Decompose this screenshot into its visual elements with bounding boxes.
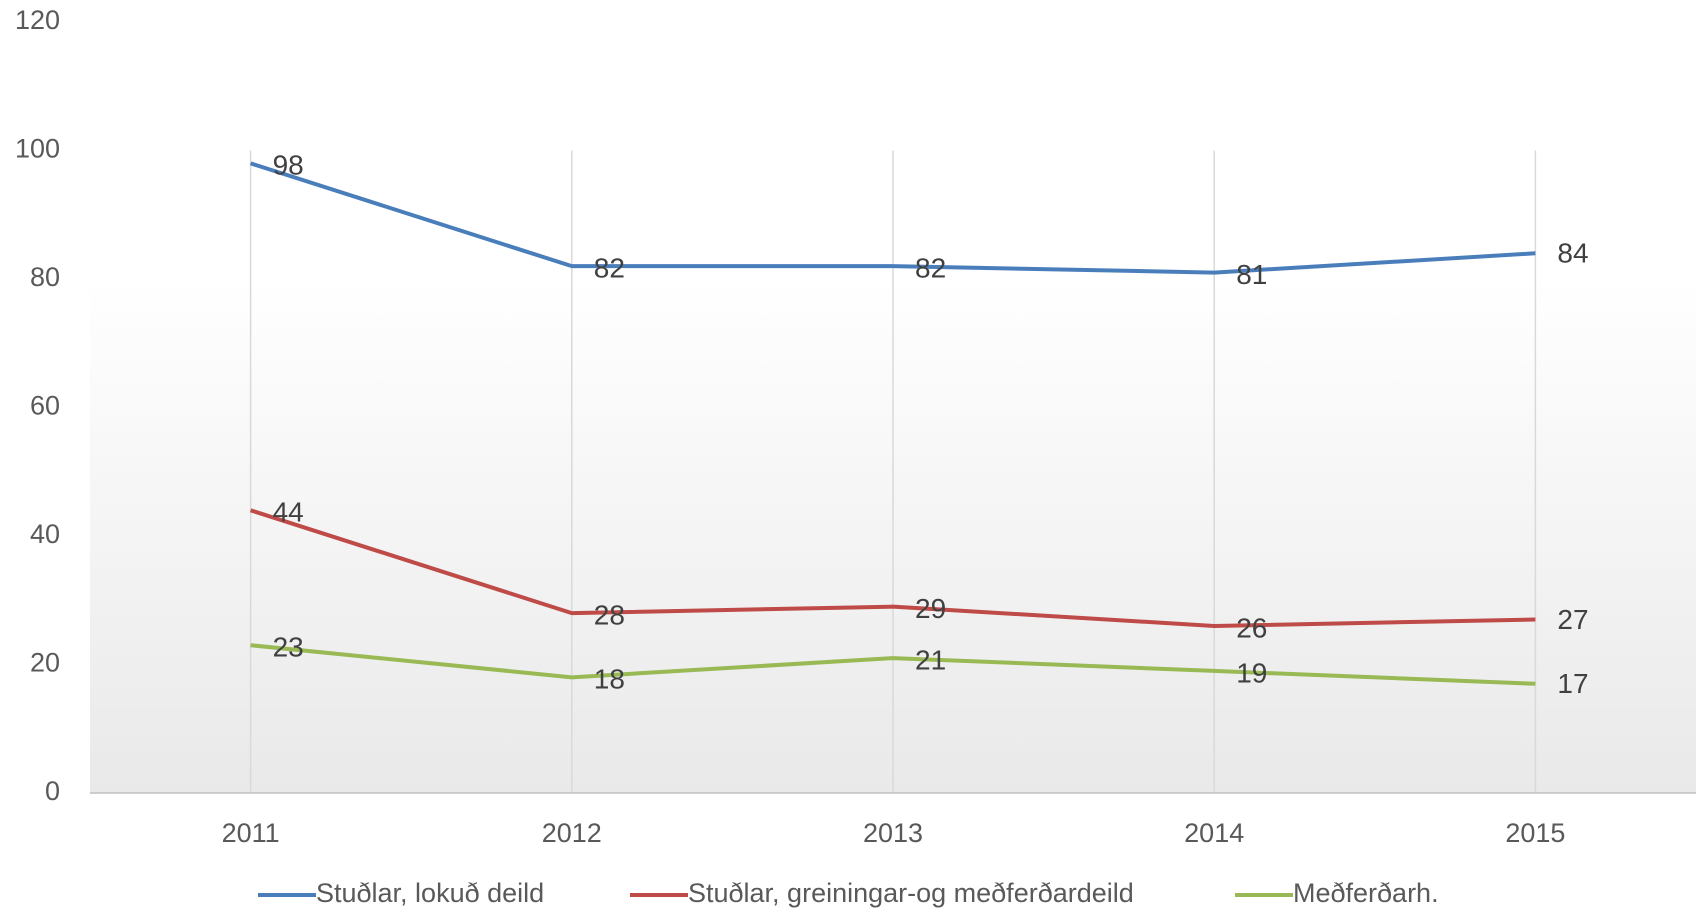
data-label: 19 <box>1236 657 1267 688</box>
data-label: 17 <box>1557 668 1588 699</box>
line <box>249 508 1536 628</box>
x-tick-label: 2015 <box>1505 818 1565 848</box>
legend-label: Stuðlar, greiningar-og meðferðardeild <box>688 878 1134 908</box>
x-tick-label: 2014 <box>1184 818 1244 848</box>
data-label: 84 <box>1557 238 1588 269</box>
data-label: 18 <box>594 664 625 695</box>
y-tick-label: 120 <box>15 5 60 35</box>
line <box>250 643 1536 686</box>
y-tick-label: 100 <box>15 134 60 164</box>
data-label: 44 <box>273 497 304 528</box>
y-tick-label: 80 <box>30 262 60 292</box>
data-label: 29 <box>915 593 946 624</box>
data-label: 81 <box>1236 259 1267 290</box>
y-tick-label: 0 <box>45 776 60 806</box>
data-label: 98 <box>273 150 304 181</box>
data-label: 26 <box>1236 612 1267 643</box>
y-tick-label: 60 <box>30 391 60 421</box>
data-label: 27 <box>1557 604 1588 635</box>
x-tick-label: 2012 <box>542 818 602 848</box>
y-tick-label: 40 <box>30 519 60 549</box>
x-tick-label: 2011 <box>222 818 280 848</box>
data-label: 28 <box>594 599 625 630</box>
legend-label: Meðferðarh. <box>1293 878 1439 908</box>
line <box>249 161 1536 275</box>
data-label: 23 <box>273 632 304 663</box>
data-label: 82 <box>915 253 946 284</box>
y-tick-label: 20 <box>30 648 60 678</box>
x-tick-label: 2013 <box>863 818 923 848</box>
data-label: 82 <box>594 253 625 284</box>
legend-label: Stuðlar, lokuð deild <box>316 878 544 908</box>
data-label: 21 <box>915 644 946 675</box>
